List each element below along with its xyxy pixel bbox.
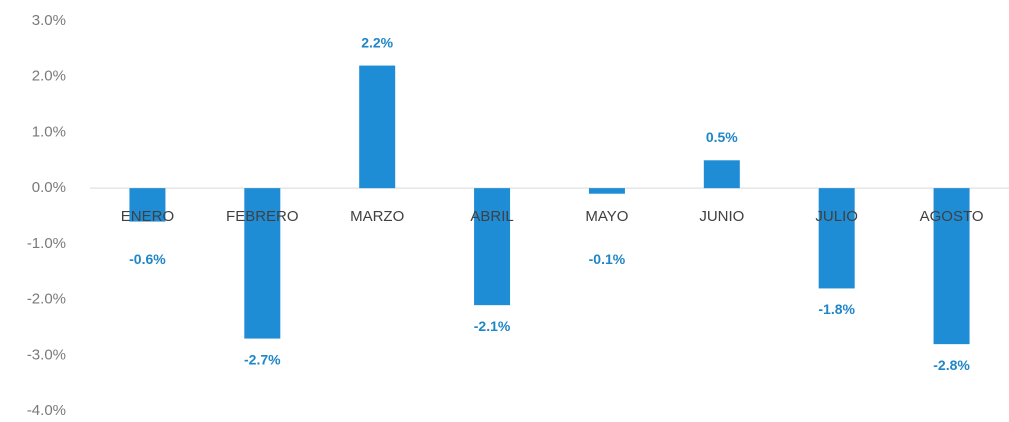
x-tick-label: MARZO — [350, 208, 404, 225]
bar — [588, 188, 625, 194]
data-label: -0.1% — [589, 251, 626, 267]
x-tick-label: JULIO — [815, 208, 858, 225]
bar — [359, 65, 396, 189]
data-label: 0.5% — [706, 129, 738, 145]
x-tick-label: ABRIL — [470, 208, 513, 225]
data-label: -1.8% — [818, 301, 855, 317]
x-tick-label: FEBRERO — [226, 208, 299, 225]
bar — [818, 188, 855, 289]
data-label: -0.6% — [129, 251, 166, 267]
y-tick-label: 1.0% — [32, 123, 66, 140]
x-tick-label: AGOSTO — [920, 208, 984, 225]
y-tick-label: -2.0% — [27, 291, 66, 308]
y-tick-label: 2.0% — [32, 68, 66, 85]
x-tick-label: ENERO — [121, 208, 174, 225]
bar — [703, 160, 740, 189]
y-tick-label: -1.0% — [27, 235, 66, 252]
data-label: -2.1% — [474, 318, 511, 334]
bar — [129, 188, 166, 222]
data-label: -2.8% — [933, 357, 970, 373]
y-tick-label: -3.0% — [27, 346, 66, 363]
bar — [474, 188, 511, 306]
x-tick-label: JUNIO — [699, 208, 744, 225]
y-tick-label: 0.0% — [32, 179, 66, 196]
data-label: 2.2% — [361, 34, 393, 50]
x-tick-label: MAYO — [585, 208, 628, 225]
y-tick-label: -4.0% — [27, 402, 66, 419]
bar — [933, 188, 970, 345]
bar — [244, 188, 281, 339]
data-label: -2.7% — [244, 351, 281, 367]
y-tick-label: 3.0% — [32, 12, 66, 29]
